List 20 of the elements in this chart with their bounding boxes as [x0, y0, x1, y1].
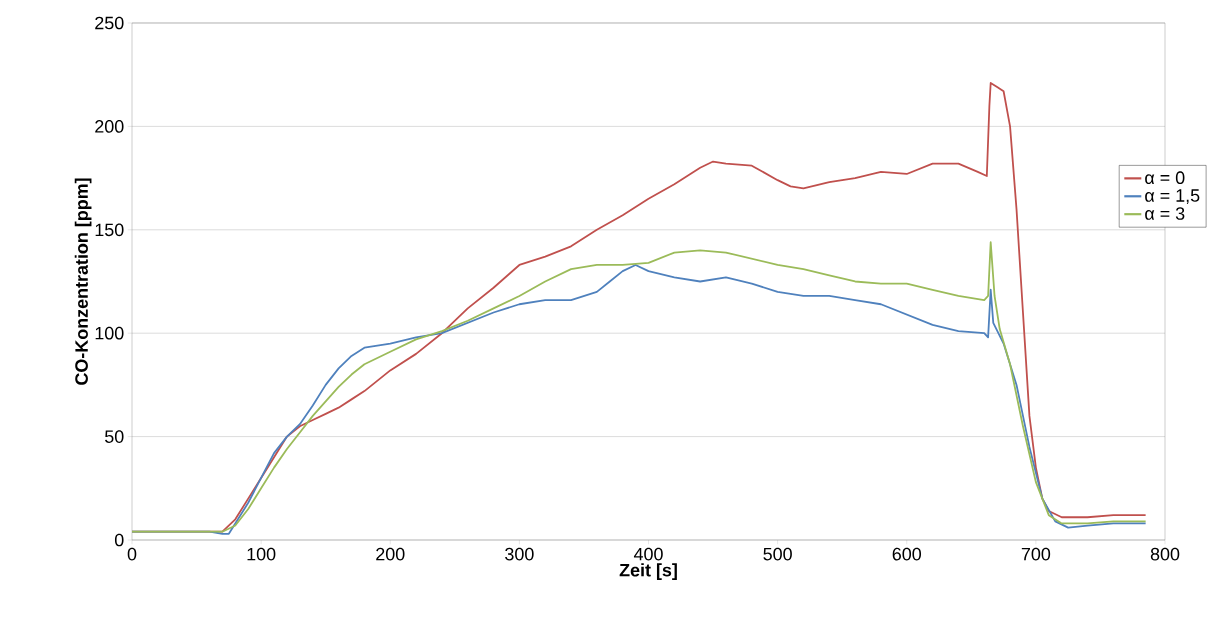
- x-tick-label: 800: [1150, 547, 1180, 561]
- x-tick-label: 400: [633, 547, 663, 561]
- legend-label: α = 1,5: [1145, 189, 1200, 204]
- x-tick-label: 200: [376, 547, 405, 561]
- x-axis-title: Zeit [s]: [619, 563, 677, 581]
- x-tick-label: 500: [763, 547, 792, 561]
- y-axis-title: CO-Konzentration [ppm]: [74, 178, 92, 385]
- legend-label: α = 3: [1145, 207, 1185, 220]
- x-tick-label: 700: [1021, 547, 1051, 561]
- legend-label: α = 0: [1145, 171, 1185, 185]
- y-tick-label: 250: [95, 16, 124, 30]
- y-tick-label: 150: [95, 223, 124, 237]
- x-tick-label: 100: [247, 547, 276, 561]
- y-tick-label: 200: [95, 120, 124, 133]
- y-tick-label: 100: [95, 326, 124, 340]
- x-tick-label: 0: [127, 547, 137, 561]
- x-tick-label: 300: [505, 547, 534, 561]
- x-tick-label: 600: [892, 547, 922, 561]
- y-tick-label: 50: [105, 430, 124, 443]
- y-tick-label: 0: [114, 533, 124, 547]
